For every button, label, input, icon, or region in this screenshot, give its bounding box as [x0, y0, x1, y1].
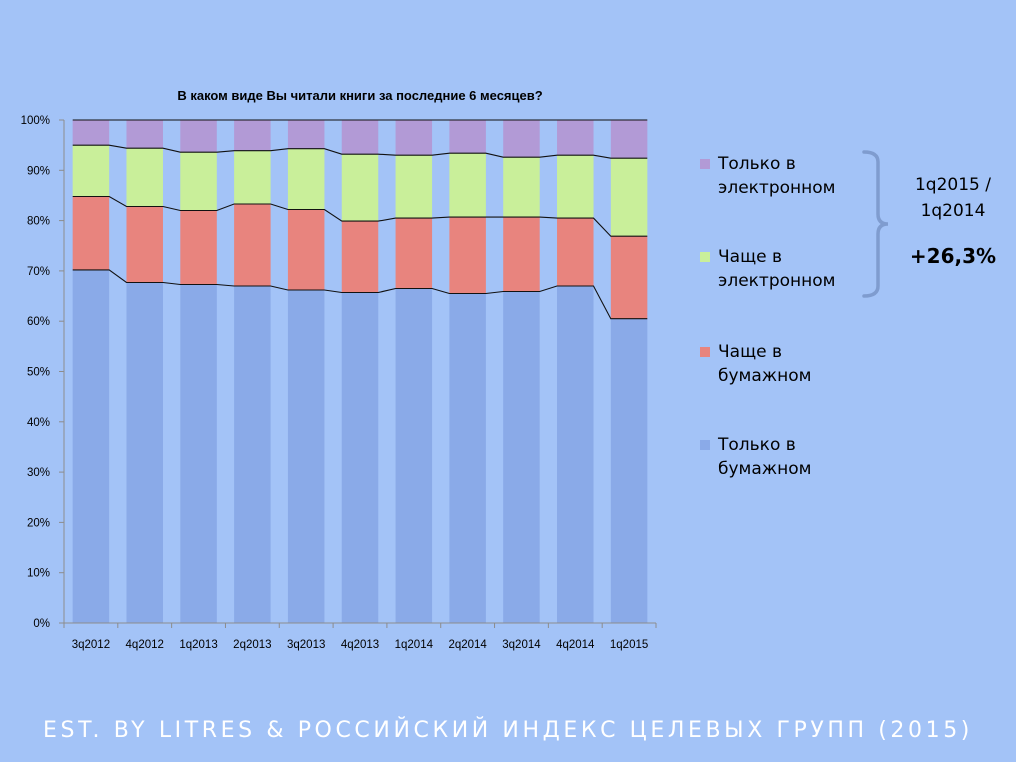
- y-tick-label: 20%: [27, 517, 50, 529]
- bar-segment: [557, 120, 594, 156]
- bar-segment: [449, 120, 486, 154]
- x-tick-label: 2q2013: [233, 639, 271, 651]
- y-tick-label: 50%: [27, 367, 50, 379]
- x-tick-label: 4q2013: [341, 639, 379, 651]
- bar-segment: [180, 152, 217, 211]
- bar-segment: [610, 236, 648, 319]
- bar-segment: [180, 284, 217, 623]
- bar-segment: [287, 209, 325, 291]
- x-tick-label: 4q2014: [556, 639, 595, 651]
- y-tick-label: 40%: [27, 417, 50, 429]
- bar-segment: [395, 120, 433, 156]
- y-tick-label: 10%: [27, 568, 50, 580]
- bar-segment: [180, 210, 217, 285]
- chart-title: В каком виде Вы читали книги за последни…: [177, 88, 543, 103]
- bar-segment: [503, 157, 540, 218]
- y-tick-label: 80%: [27, 216, 50, 228]
- legend-label: Чаще в электронном: [718, 247, 836, 291]
- y-tick-label: 0%: [33, 618, 50, 630]
- x-tick-label: 3q2012: [72, 639, 110, 651]
- bar-segment: [395, 155, 433, 219]
- series-connector-line: [72, 144, 648, 159]
- y-tick-labels: 0% 10% 20% 30% 40% 50% 60% 70% 80% 90% 100%: [21, 115, 50, 630]
- bar-segment: [126, 206, 163, 283]
- x-tick-label: 3q2013: [287, 639, 325, 651]
- bar-segment: [72, 145, 110, 197]
- legend-swatch: [700, 440, 710, 450]
- bar-segment: [287, 120, 325, 149]
- bar-segment: [610, 158, 648, 237]
- bar-segment: [180, 120, 217, 153]
- bar-segment: [557, 285, 594, 623]
- x-tick-label: 1q2014: [395, 639, 434, 651]
- x-tick-label: 3q2014: [502, 639, 541, 651]
- y-tick-label: 70%: [27, 266, 50, 278]
- bar-segment: [234, 285, 271, 623]
- brace-icon: [862, 150, 889, 298]
- x-tick-label: 4q2012: [126, 639, 164, 651]
- bar-segment: [557, 218, 594, 286]
- bar-segment: [126, 282, 163, 623]
- legend-label: Только в электронном: [718, 154, 836, 198]
- bar-segment: [72, 269, 110, 623]
- axes-group: [59, 119, 657, 628]
- bar-segment: [449, 293, 486, 623]
- bar-segment: [287, 290, 325, 623]
- series-connector-line: [72, 269, 648, 320]
- legend-label: Только в бумажном: [718, 435, 812, 479]
- bar-segment: [503, 291, 540, 623]
- bar-segment: [610, 120, 648, 159]
- series-connector-line: [72, 195, 648, 237]
- comparison-label: 1q2015 / 1q2014: [893, 172, 1013, 224]
- bar-segment: [341, 154, 379, 222]
- bar-segment: [395, 218, 433, 289]
- y-tick-label: 60%: [27, 316, 50, 328]
- footer-credit: EST. BY LITRES & РОССИЙСКИЙ ИНДЕКС ЦЕЛЕВ…: [43, 718, 973, 743]
- y-tick-label: 90%: [27, 165, 50, 177]
- bar-segment: [557, 155, 594, 219]
- bar-segment: [234, 204, 271, 286]
- bar-segment: [341, 221, 379, 293]
- bar-segment: [395, 288, 433, 623]
- legend-swatch: [700, 252, 710, 262]
- bar-segment: [234, 120, 271, 151]
- legend-swatch: [700, 159, 710, 169]
- y-tick-label: 30%: [27, 467, 50, 479]
- bar-segment: [126, 120, 163, 149]
- bar-segment: [341, 292, 379, 623]
- legend-label: Чаще в бумажном: [718, 342, 812, 386]
- series-lines-group: [72, 119, 648, 320]
- bar-segment: [72, 120, 110, 146]
- bar-segment: [449, 153, 486, 218]
- x-tick-label: 1q2013: [179, 639, 217, 651]
- legend-swatch: [700, 347, 710, 357]
- x-tick-label: 2q2014: [448, 639, 487, 651]
- comparison-line-1: 1q2015 /: [914, 175, 991, 195]
- growth-value: +26,3%: [909, 244, 997, 268]
- x-tick-labels: 3q2012 4q2012 1q2013 2q2013 3q2013 4q2013 1q20…: [72, 639, 649, 651]
- y-tick-label: 100%: [21, 115, 50, 127]
- bar-segment: [126, 148, 163, 207]
- bar-segment: [234, 150, 271, 205]
- comparison-line-2: 1q2014: [920, 201, 986, 221]
- bar-segment: [287, 148, 325, 210]
- bars-group: [72, 120, 648, 623]
- bar-segment: [503, 120, 540, 158]
- bar-segment: [341, 120, 379, 155]
- x-tick-label: 1q2015: [610, 639, 648, 651]
- bar-segment: [503, 217, 540, 292]
- bar-segment: [610, 318, 648, 623]
- bar-segment: [449, 217, 486, 294]
- bar-segment: [72, 196, 110, 270]
